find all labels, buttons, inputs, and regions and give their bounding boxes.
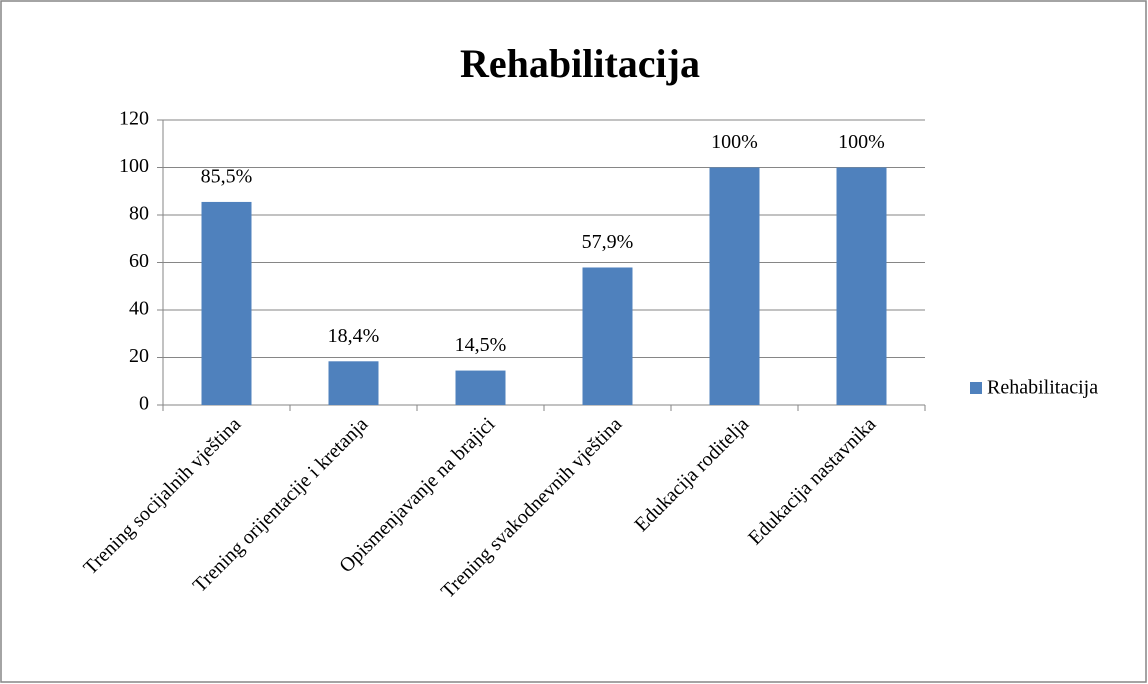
bar — [836, 167, 887, 405]
y-tick-label: 100 — [119, 155, 149, 177]
data-label: 14,5% — [455, 334, 507, 356]
data-label: 57,9% — [582, 231, 634, 253]
y-tick-label: 20 — [129, 345, 149, 367]
legend-swatch — [970, 382, 982, 394]
legend-label: Rehabilitacija — [987, 377, 1098, 399]
data-label: 100% — [838, 131, 885, 153]
bar — [328, 361, 379, 405]
bar — [709, 167, 760, 405]
bar — [455, 370, 506, 405]
chart-title: Rehabilitacija — [460, 41, 700, 86]
y-tick-label: 0 — [139, 393, 149, 415]
y-tick-label: 60 — [129, 250, 149, 272]
y-tick-label: 40 — [129, 298, 149, 320]
bar — [201, 201, 252, 405]
bar — [582, 267, 633, 405]
data-label: 85,5% — [201, 166, 253, 188]
data-label: 18,4% — [328, 325, 380, 347]
y-tick-label: 80 — [129, 203, 149, 225]
y-tick-label: 120 — [119, 108, 149, 130]
data-label: 100% — [711, 131, 758, 153]
